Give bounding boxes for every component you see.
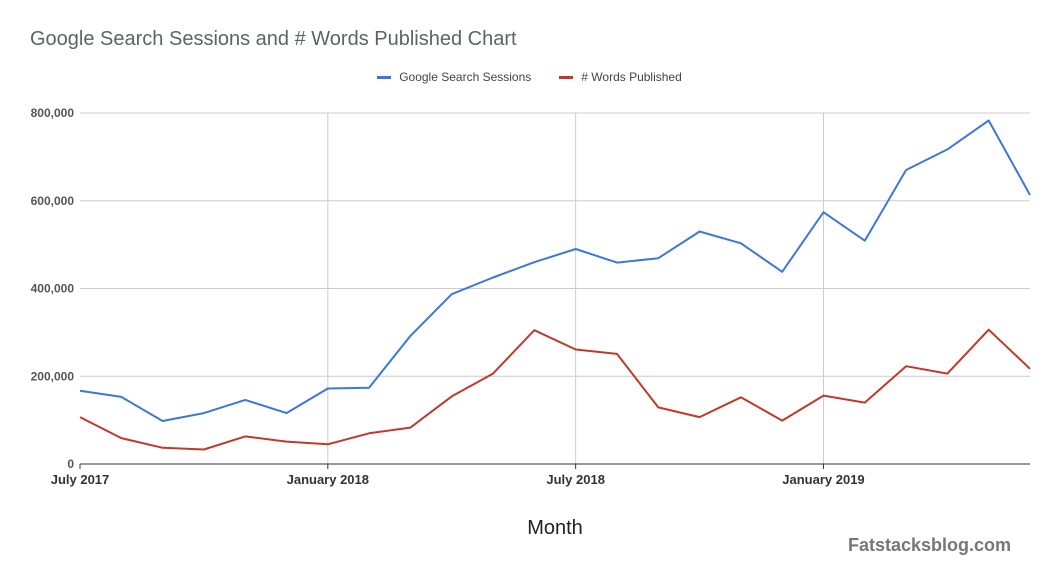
y-tick-label: 400,000 <box>31 282 75 296</box>
y-tick-label: 0 <box>67 457 74 471</box>
legend-item-sessions[interactable]: Google Search Sessions <box>377 70 531 84</box>
watermark: Fatstacksblog.com <box>847 535 1011 555</box>
legend-swatch-sessions <box>377 75 392 79</box>
legend-item-words[interactable]: # Words Published <box>559 70 682 84</box>
x-axis-title: Month <box>527 517 583 539</box>
x-tick-label: July 2017 <box>51 472 110 487</box>
chart-title: Google Search Sessions and # Words Publi… <box>30 28 517 50</box>
legend-label-words: # Words Published <box>581 70 682 84</box>
y-tick-label: 200,000 <box>31 369 75 383</box>
legend-swatch-words <box>559 75 574 79</box>
y-tick-label: 600,000 <box>31 194 75 208</box>
x-tick-label: January 2018 <box>287 472 369 487</box>
x-tick-label: July 2018 <box>546 472 605 487</box>
series-line-words <box>79 328 1031 451</box>
series-line-sessions <box>79 119 1031 422</box>
legend: Google Search Sessions # Words Published <box>0 70 1059 84</box>
y-tick-label: 800,000 <box>31 106 75 120</box>
legend-label-sessions: Google Search Sessions <box>399 70 532 84</box>
x-tick-label: January 2019 <box>782 472 864 487</box>
